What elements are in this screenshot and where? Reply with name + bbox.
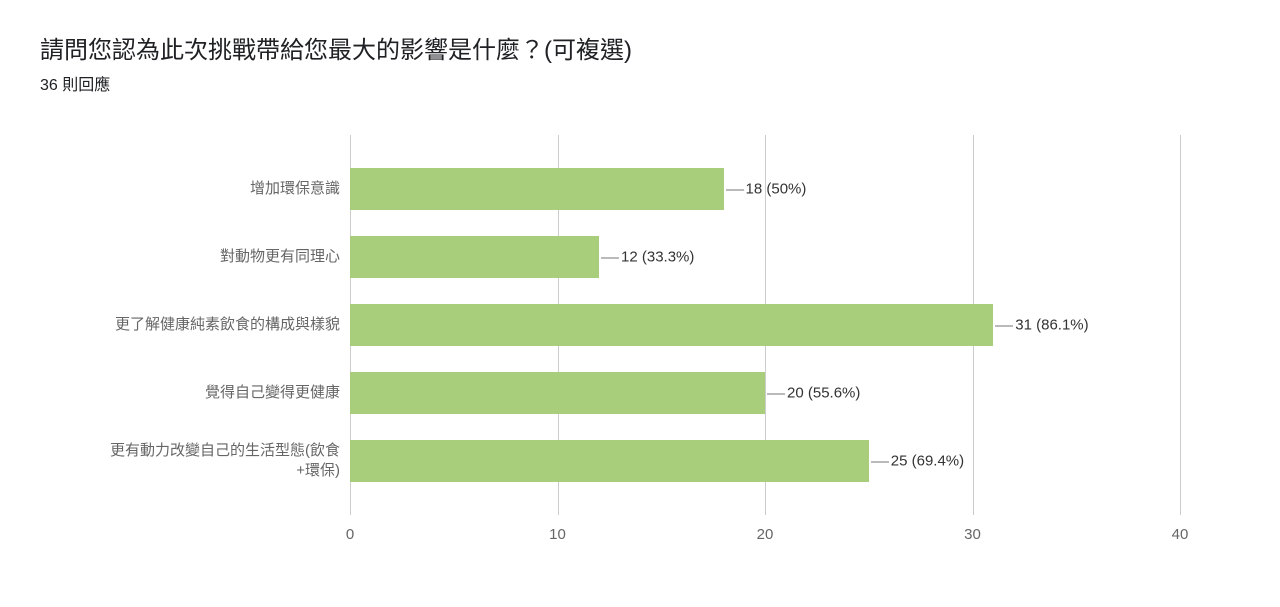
category-label: 增加環保意識 xyxy=(105,179,350,199)
category-label: 對動物更有同理心 xyxy=(105,247,350,267)
value-text: 20 (55.6%) xyxy=(787,385,860,402)
value-tick xyxy=(726,189,744,190)
category-label: 更有動力改變自己的生活型態(飲食+環保) xyxy=(105,441,350,482)
value-label: 25 (69.4%) xyxy=(869,453,964,470)
grid-line xyxy=(1180,135,1181,515)
chart-container: 請問您認為此次挑戰帶給您最大的影響是什麼？(可複選) 36 則回應 010203… xyxy=(0,0,1280,535)
chart-row: 覺得自己變得更健康20 (55.6%) xyxy=(350,359,1180,427)
x-axis-label: 0 xyxy=(346,526,354,543)
value-text: 12 (33.3%) xyxy=(621,249,694,266)
bar: 18 (50%) xyxy=(350,168,724,210)
category-label: 覺得自己變得更健康 xyxy=(105,383,350,403)
value-tick xyxy=(995,325,1013,326)
value-label: 18 (50%) xyxy=(724,181,807,198)
x-axis-label: 20 xyxy=(757,526,774,543)
bar: 31 (86.1%) xyxy=(350,304,993,346)
value-text: 18 (50%) xyxy=(746,181,807,198)
x-axis-label: 10 xyxy=(549,526,566,543)
chart-row: 對動物更有同理心12 (33.3%) xyxy=(350,223,1180,291)
x-axis-label: 40 xyxy=(1172,526,1189,543)
value-text: 25 (69.4%) xyxy=(891,453,964,470)
x-axis-label: 30 xyxy=(964,526,981,543)
value-text: 31 (86.1%) xyxy=(1015,317,1088,334)
value-label: 20 (55.6%) xyxy=(765,385,860,402)
chart-subtitle: 36 則回應 xyxy=(40,71,1240,95)
chart-plot: 010203040增加環保意識18 (50%)對動物更有同理心12 (33.3%… xyxy=(350,135,1180,515)
value-tick xyxy=(871,461,889,462)
chart-row: 增加環保意識18 (50%) xyxy=(350,155,1180,223)
value-label: 12 (33.3%) xyxy=(599,249,694,266)
value-tick xyxy=(767,393,785,394)
chart-title: 請問您認為此次挑戰帶給您最大的影響是什麼？(可複選) xyxy=(40,30,1240,65)
bar: 20 (55.6%) xyxy=(350,372,765,414)
value-label: 31 (86.1%) xyxy=(993,317,1088,334)
bar: 25 (69.4%) xyxy=(350,440,869,482)
chart-row: 更有動力改變自己的生活型態(飲食+環保)25 (69.4%) xyxy=(350,427,1180,495)
category-label: 更了解健康純素飲食的構成與樣貌 xyxy=(105,315,350,335)
value-tick xyxy=(601,257,619,258)
bar: 12 (33.3%) xyxy=(350,236,599,278)
chart-wrap: 010203040增加環保意識18 (50%)對動物更有同理心12 (33.3%… xyxy=(100,135,1240,515)
chart-row: 更了解健康純素飲食的構成與樣貌31 (86.1%) xyxy=(350,291,1180,359)
